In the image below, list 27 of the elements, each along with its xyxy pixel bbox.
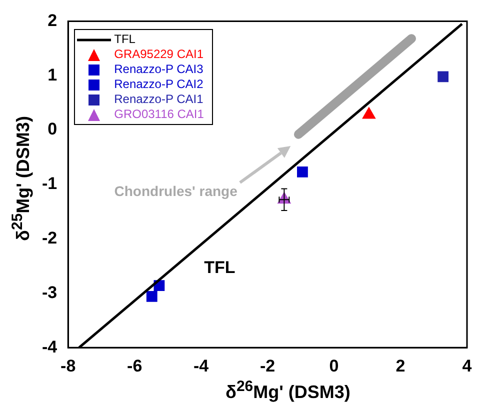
x-tick-label: -8 — [60, 356, 76, 376]
annotation: Chondrules' range — [114, 182, 238, 199]
y-tick-label: 2 — [48, 10, 58, 30]
legend-label: GRO03116 CAI1 — [113, 107, 204, 122]
legend-label: Renazzo-P CAI2 — [113, 77, 204, 92]
legend-label: TFL — [113, 32, 136, 48]
legend-label: Renazzo-P CAI3 — [113, 62, 204, 78]
point — [146, 291, 158, 302]
point — [438, 71, 449, 82]
x-tick-label: 4 — [462, 356, 472, 376]
legend-label: GRA95229 CAI1 — [113, 47, 204, 62]
y-tick-label: -4 — [42, 337, 58, 356]
y-tick-label: -2 — [42, 228, 58, 248]
x-tick-label: 0 — [329, 356, 339, 376]
point — [362, 107, 376, 119]
y-tick-label: -3 — [42, 282, 58, 302]
x-tick-label: -4 — [194, 356, 210, 376]
x-tick-label: -6 — [127, 356, 142, 376]
x-tick-label: -2 — [260, 356, 276, 376]
legend-label: Renazzo-P CAI1 — [113, 92, 204, 108]
x-tick-label: 2 — [396, 356, 406, 376]
y-tick-label: 1 — [48, 65, 58, 84]
point — [297, 166, 308, 178]
x-axis-title: δ$^{26}$Mg' (DSM3) — [224, 378, 352, 403]
y-tick-label: 0 — [48, 120, 58, 139]
y-tick-label: -1 — [42, 174, 58, 194]
annotation: TFL — [204, 258, 236, 278]
